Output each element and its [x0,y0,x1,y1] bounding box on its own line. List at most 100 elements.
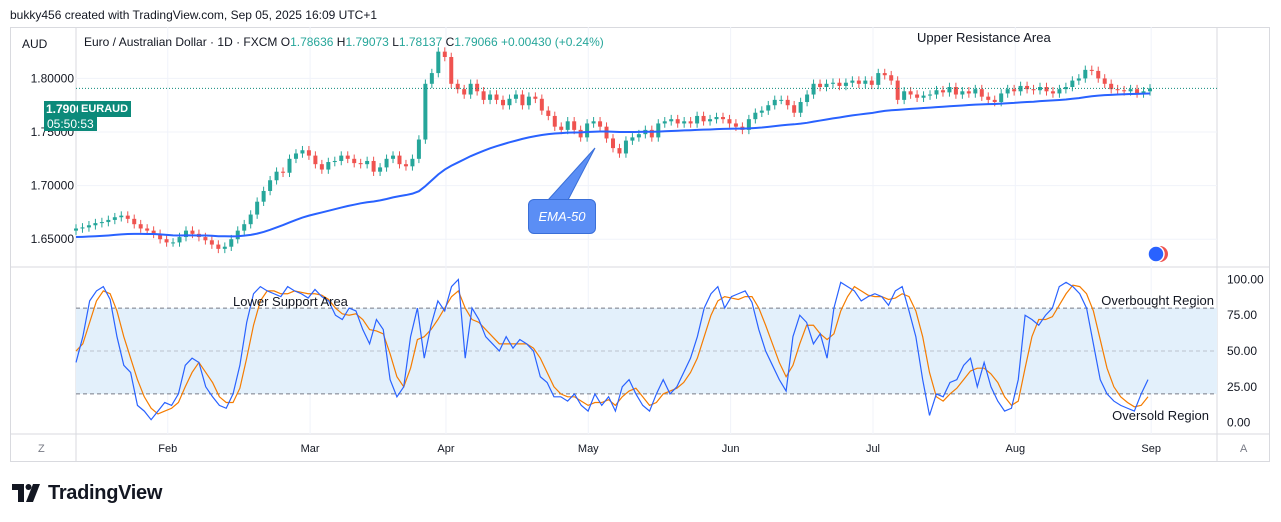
oversold-label: Oversold Region [1112,408,1209,423]
candle [138,224,143,229]
candle [203,237,208,241]
candle [695,115,700,124]
candle [759,110,764,113]
candle [158,233,163,240]
tradingview-logo[interactable]: TradingView [12,481,162,505]
candle [1089,69,1094,71]
candle [319,164,324,170]
candle [293,153,298,159]
candle [785,99,790,106]
candle [720,117,725,120]
candle [183,230,188,238]
legend-l-label: L [392,35,399,49]
candle [171,242,176,244]
candle [145,228,150,231]
candle [662,121,667,124]
candle [876,73,881,85]
candle [151,230,156,234]
chart-frame [10,27,1270,462]
legend-close: 1.79066 [454,35,501,49]
candle [112,217,117,220]
candle [235,230,240,240]
candle [513,94,518,99]
candle [915,94,920,98]
candle [468,83,473,95]
symbol-tag: EURAUD [78,101,132,117]
month-label: Jun [722,443,740,455]
candle [429,73,434,84]
candle [934,90,939,95]
candle [1057,89,1062,94]
candle [940,90,945,93]
candle [222,246,227,249]
oscillator-tick-label: 0.00 [1227,416,1251,430]
candle [572,121,577,130]
candle [494,94,499,100]
candle [753,112,758,120]
ema-callout[interactable]: EMA-50 [528,199,596,234]
zoom-button[interactable]: Z [38,443,45,455]
candle [449,57,454,84]
candle [274,171,279,181]
candle [772,99,777,106]
candle [546,110,551,116]
candle [1135,89,1140,94]
candle [86,225,91,228]
legend-h-label: H [337,35,346,49]
candle [507,98,512,106]
candle [746,119,751,130]
stochastic-d-line [75,284,1149,415]
lower-support-label: Lower Support Area [233,294,349,309]
candle [714,117,719,120]
candle [604,126,609,139]
candle [611,138,615,149]
candle [488,94,493,100]
candle [947,87,952,93]
candle [1115,89,1120,91]
candle [326,162,331,170]
candle [837,82,842,86]
candle [1025,85,1030,90]
candle [979,89,984,97]
tradingview-logo-icon [12,484,40,502]
candle [455,83,460,90]
candle [902,91,907,100]
currency-label[interactable]: AUD [22,37,48,51]
auto-scale-button[interactable]: A [1240,443,1248,455]
candle [209,240,214,245]
candle [805,94,810,103]
candle [682,121,687,124]
candle [708,119,713,122]
candle [889,75,894,81]
candle [727,119,732,124]
candle [229,239,234,247]
candle [850,80,855,83]
candle [190,230,195,234]
bar-countdown: 05:50:53 [44,117,97,131]
candle [533,96,538,99]
candle [501,99,506,106]
candle [287,158,292,173]
candle [1096,70,1101,79]
legend-change: +0.00430 (+0.24%) [501,35,604,49]
candle [391,155,396,159]
candle [1122,90,1127,92]
candle [436,51,441,74]
candle [539,98,544,111]
candle [1128,89,1133,92]
month-label: Aug [1006,443,1026,455]
candle [526,96,531,106]
candle [1070,80,1075,88]
candle [617,148,622,154]
candle [636,134,641,138]
candle [928,94,933,96]
candle [966,91,971,94]
candle [164,239,169,243]
candle [255,201,260,215]
candle [481,91,486,100]
candle [475,83,480,92]
candle [818,83,823,88]
candle [824,83,829,88]
candle [339,155,344,161]
